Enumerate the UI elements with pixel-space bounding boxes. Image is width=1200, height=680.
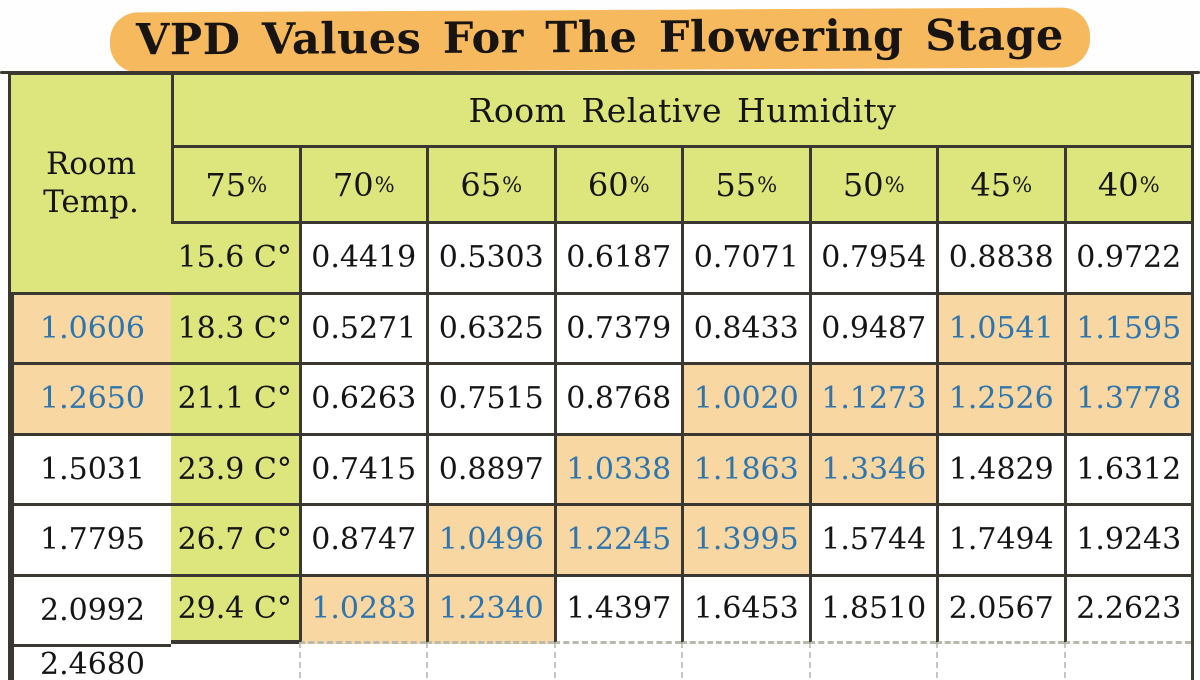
vpd-cell: 0.8768 [553, 362, 681, 433]
col-header-65: 65% [426, 145, 554, 221]
vpd-cell: 0.5303 [426, 221, 554, 292]
vpd-cell: 0.6325 [426, 291, 554, 362]
column-line-stub [936, 642, 938, 678]
corner-line-1: Room [45, 145, 137, 182]
vpd-cell: 1.3346 [808, 432, 936, 503]
vpd-cell: 1.7494 [936, 503, 1064, 574]
vpd-cell: 1.0020 [681, 362, 809, 433]
title-row: VPD Values For The Flowering Stage [0, 7, 1200, 73]
vpd-cell: 1.3995 [681, 503, 809, 574]
vpd-cell: 2.2623 [1063, 573, 1191, 644]
vpd-cell: 1.4397 [553, 573, 681, 644]
vpd-cell: 1.6312 [1063, 432, 1191, 503]
vpd-cell: 1.9243 [1063, 503, 1191, 574]
col-header-55: 55% [681, 145, 809, 221]
percent-sign: % [247, 172, 268, 197]
column-line-stub [681, 642, 683, 678]
vpd-cell: 1.2526 [936, 362, 1064, 433]
col-header-50: 50% [808, 145, 936, 221]
vpd-cell: 0.7954 [808, 221, 936, 292]
corner-header-room-temp: Room Temp. [11, 75, 171, 292]
vpd-cell: 0.7515 [426, 362, 554, 433]
percent-sign: % [1012, 172, 1033, 197]
row-header-temp: 21.1 C° [171, 362, 299, 433]
vpd-cell: 0.8838 [936, 221, 1064, 292]
vpd-cell: 0.5271 [298, 291, 426, 362]
col-header-45: 45% [936, 145, 1064, 221]
col-header-40: 40% [1063, 145, 1191, 221]
vpd-cell: 0.7071 [681, 221, 809, 292]
column-line-stub [808, 642, 811, 678]
vpd-cell: 1.5031 [11, 432, 171, 503]
vpd-table: Room Temp. Room Relative Humidity 75% 70%… [8, 72, 1194, 680]
vpd-cell: 2.4680 [11, 644, 171, 680]
vpd-cell: 0.7415 [298, 432, 426, 503]
row-header-temp: 18.3 C° [171, 291, 299, 362]
col-header-70: 70% [298, 145, 426, 221]
vpd-cell: 0.6263 [298, 362, 426, 433]
col-header-60: 60% [553, 145, 681, 221]
percent-sign: % [629, 172, 650, 197]
vpd-cell: 1.2340 [426, 573, 554, 644]
vpd-cell: 1.0283 [298, 573, 426, 644]
vpd-cell: 1.5744 [808, 503, 936, 574]
col-header-75: 75% [171, 145, 299, 221]
vpd-cell: 0.9487 [808, 291, 936, 362]
vpd-cell: 0.7379 [553, 291, 681, 362]
title-highlight: VPD Values For The Flowering Stage [109, 7, 1091, 73]
vpd-cell: 2.0567 [936, 573, 1064, 644]
vpd-cell: 0.8433 [681, 291, 809, 362]
percent-sign: % [502, 172, 523, 197]
column-line-stub [553, 642, 556, 678]
vpd-cell: 1.3778 [1063, 362, 1191, 433]
vpd-cell: 1.1273 [808, 362, 936, 433]
percent-sign: % [884, 172, 905, 197]
vpd-cell: 2.0992 [11, 573, 171, 644]
vpd-cell: 1.1863 [681, 432, 809, 503]
vpd-cell: 0.8897 [426, 432, 554, 503]
vpd-cell: 1.1595 [1063, 291, 1191, 362]
vpd-cell: 1.4829 [936, 432, 1064, 503]
vpd-cell: 1.2650 [11, 362, 171, 433]
vpd-cell: 0.6187 [553, 221, 681, 292]
corner-line-2: Temp. [43, 184, 139, 221]
vpd-cell: 1.0496 [426, 503, 554, 574]
vpd-cell: 1.2245 [553, 503, 681, 574]
vpd-cell: 1.0541 [936, 291, 1064, 362]
column-line-stub [426, 642, 428, 678]
row-header-temp: 26.7 C° [171, 503, 299, 574]
vpd-cell: 1.7795 [11, 503, 171, 574]
percent-sign: % [1139, 172, 1160, 197]
percent-sign: % [757, 172, 778, 197]
row-header-temp: 23.9 C° [171, 432, 299, 503]
column-line-stub [1063, 642, 1066, 678]
vpd-cell: 1.0338 [553, 432, 681, 503]
vpd-cell: 1.0606 [11, 291, 171, 362]
page-title: VPD Values For The Flowering Stage [135, 10, 1065, 66]
row-header-temp: 15.6 C° [171, 221, 299, 292]
humidity-group-header: Room Relative Humidity [171, 75, 1191, 145]
vpd-cell: 0.9722 [1063, 221, 1191, 292]
vpd-cell: 1.8510 [808, 573, 936, 644]
column-line-stub [298, 642, 301, 678]
vpd-cell: 1.6453 [681, 573, 809, 644]
percent-sign: % [374, 172, 395, 197]
vpd-cell: 0.4419 [298, 221, 426, 292]
vpd-cell: 0.8747 [298, 503, 426, 574]
row-header-temp: 29.4 C° [171, 573, 299, 644]
